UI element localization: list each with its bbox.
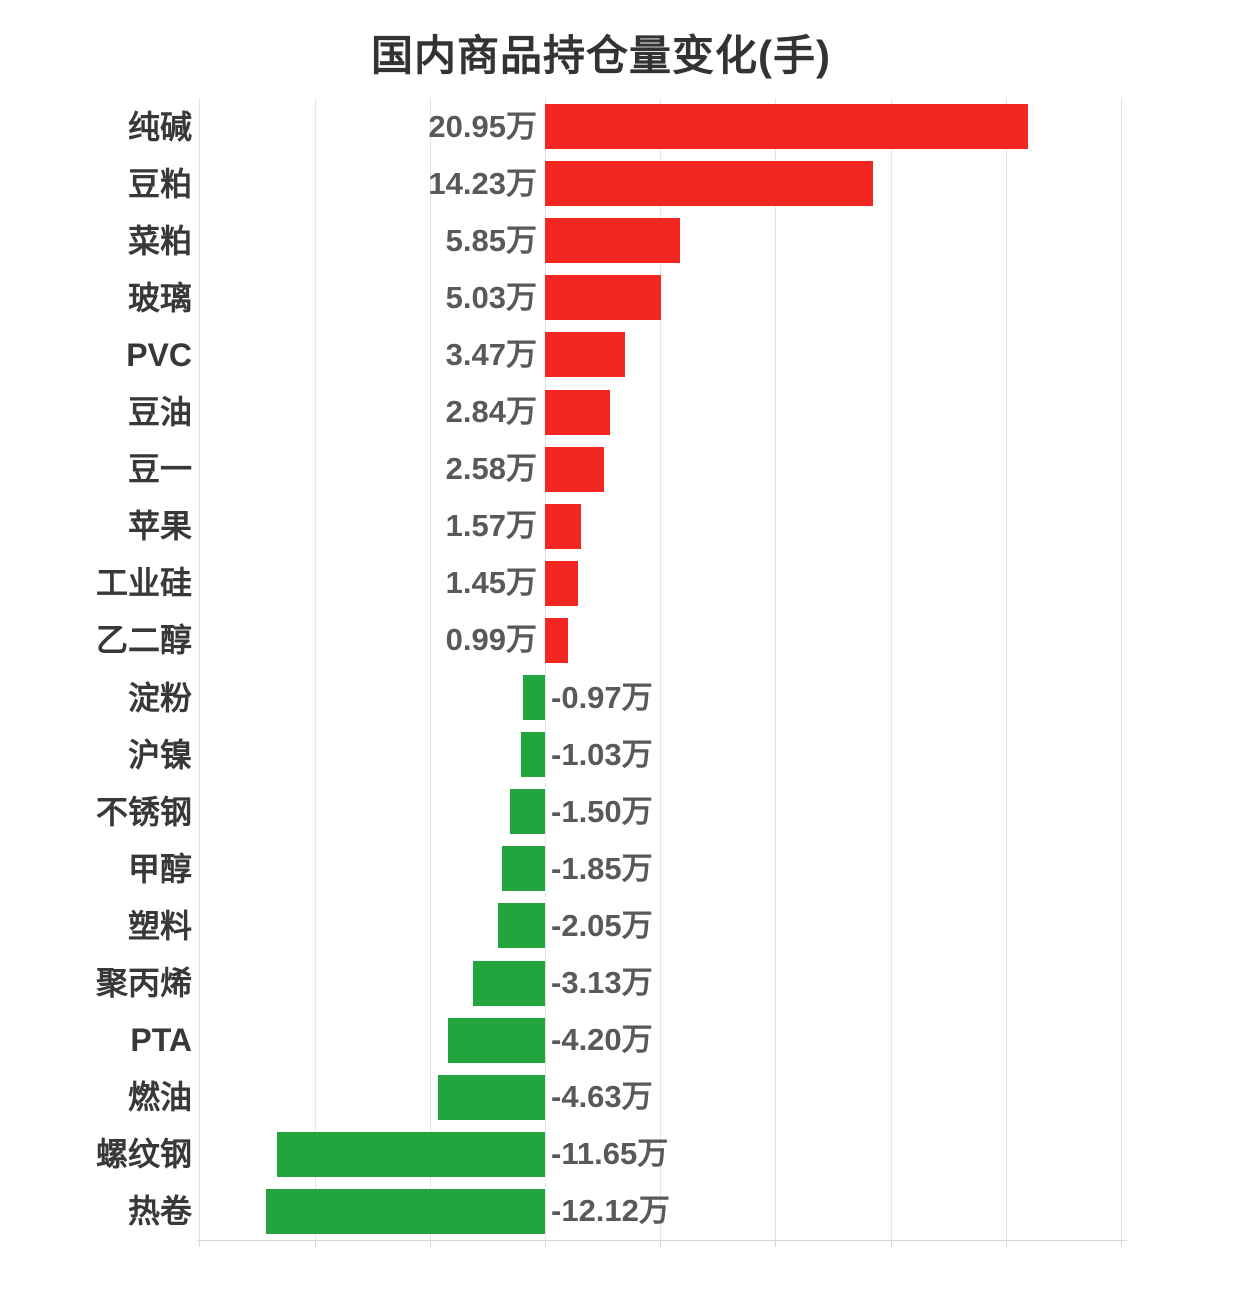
axis-tick bbox=[1121, 1240, 1122, 1247]
bar-negative bbox=[498, 903, 545, 948]
bar-positive bbox=[545, 390, 610, 435]
axis-tick bbox=[315, 1240, 316, 1247]
value-label: -4.20万 bbox=[551, 1022, 653, 1057]
value-label: 1.45万 bbox=[445, 565, 537, 600]
gridline bbox=[315, 98, 316, 1240]
bar-negative bbox=[473, 961, 545, 1006]
value-label: -1.50万 bbox=[551, 794, 653, 829]
category-label: 乙二醇 bbox=[95, 622, 192, 658]
category-label: 纯碱 bbox=[127, 109, 192, 145]
x-axis-line bbox=[197, 1240, 1127, 1241]
bar-negative bbox=[521, 732, 545, 777]
gridline bbox=[660, 98, 661, 1240]
bar-positive bbox=[545, 218, 680, 263]
category-label: 豆一 bbox=[127, 451, 192, 487]
category-label: 菜粕 bbox=[127, 223, 192, 259]
axis-tick bbox=[199, 1240, 200, 1247]
category-label: 豆油 bbox=[127, 394, 192, 430]
value-label: -1.85万 bbox=[551, 851, 653, 886]
bar-negative bbox=[438, 1075, 545, 1120]
bar-negative bbox=[266, 1189, 545, 1234]
value-label: 5.85万 bbox=[445, 223, 537, 258]
category-label: 热卷 bbox=[127, 1193, 192, 1229]
axis-tick bbox=[660, 1240, 661, 1247]
value-label: 2.84万 bbox=[445, 394, 537, 429]
value-label: -4.63万 bbox=[551, 1079, 653, 1114]
category-label: 不锈钢 bbox=[95, 794, 192, 830]
axis-tick bbox=[1006, 1240, 1007, 1247]
value-label: -2.05万 bbox=[551, 908, 653, 943]
gridline bbox=[545, 98, 546, 1240]
bar-positive bbox=[545, 504, 581, 549]
category-label: 豆粕 bbox=[127, 166, 192, 202]
value-label: 0.99万 bbox=[445, 622, 537, 657]
category-label: 淀粉 bbox=[127, 680, 192, 716]
category-label: PTA bbox=[130, 1022, 192, 1058]
value-label: -1.03万 bbox=[551, 737, 653, 772]
category-label: 燃油 bbox=[127, 1079, 192, 1115]
value-label: 5.03万 bbox=[445, 280, 537, 315]
axis-tick bbox=[545, 1240, 546, 1247]
bar-negative bbox=[523, 675, 545, 720]
value-label: -0.97万 bbox=[551, 680, 653, 715]
category-label: 苹果 bbox=[127, 508, 192, 544]
bar-negative bbox=[502, 846, 545, 891]
gridline bbox=[199, 98, 200, 1240]
value-label: -11.65万 bbox=[551, 1136, 669, 1171]
bar-positive bbox=[545, 275, 661, 320]
bar-negative bbox=[510, 789, 545, 834]
axis-tick bbox=[891, 1240, 892, 1247]
bar-negative bbox=[448, 1018, 545, 1063]
gridline bbox=[1006, 98, 1007, 1240]
value-label: -12.12万 bbox=[551, 1193, 670, 1228]
bar-positive bbox=[545, 618, 568, 663]
gridline bbox=[430, 98, 431, 1240]
category-label: PVC bbox=[126, 337, 192, 373]
value-label: 3.47万 bbox=[445, 337, 537, 372]
category-label: 甲醇 bbox=[127, 851, 192, 887]
axis-tick bbox=[430, 1240, 431, 1247]
value-label: 14.23万 bbox=[428, 166, 537, 201]
category-label: 沪镍 bbox=[127, 737, 192, 773]
value-label: -3.13万 bbox=[551, 965, 653, 1000]
bar-negative bbox=[277, 1132, 545, 1177]
bar-positive bbox=[545, 447, 604, 492]
value-label: 1.57万 bbox=[445, 508, 537, 543]
axis-tick bbox=[775, 1240, 776, 1247]
category-label: 工业硅 bbox=[95, 565, 192, 601]
value-label: 2.58万 bbox=[445, 451, 537, 486]
gridline bbox=[1121, 98, 1122, 1240]
category-label: 塑料 bbox=[127, 908, 192, 944]
chart-title: 国内商品持仓量变化(手) bbox=[371, 32, 831, 79]
category-label: 螺纹钢 bbox=[95, 1136, 192, 1172]
value-label: 20.95万 bbox=[428, 109, 537, 144]
bar-positive bbox=[545, 332, 625, 377]
gridline bbox=[891, 98, 892, 1240]
category-label: 聚丙烯 bbox=[95, 965, 192, 1001]
gridline bbox=[775, 98, 776, 1240]
bar-positive bbox=[545, 161, 873, 206]
category-label: 玻璃 bbox=[127, 280, 192, 316]
bar-positive bbox=[545, 104, 1028, 149]
bar-positive bbox=[545, 561, 578, 606]
